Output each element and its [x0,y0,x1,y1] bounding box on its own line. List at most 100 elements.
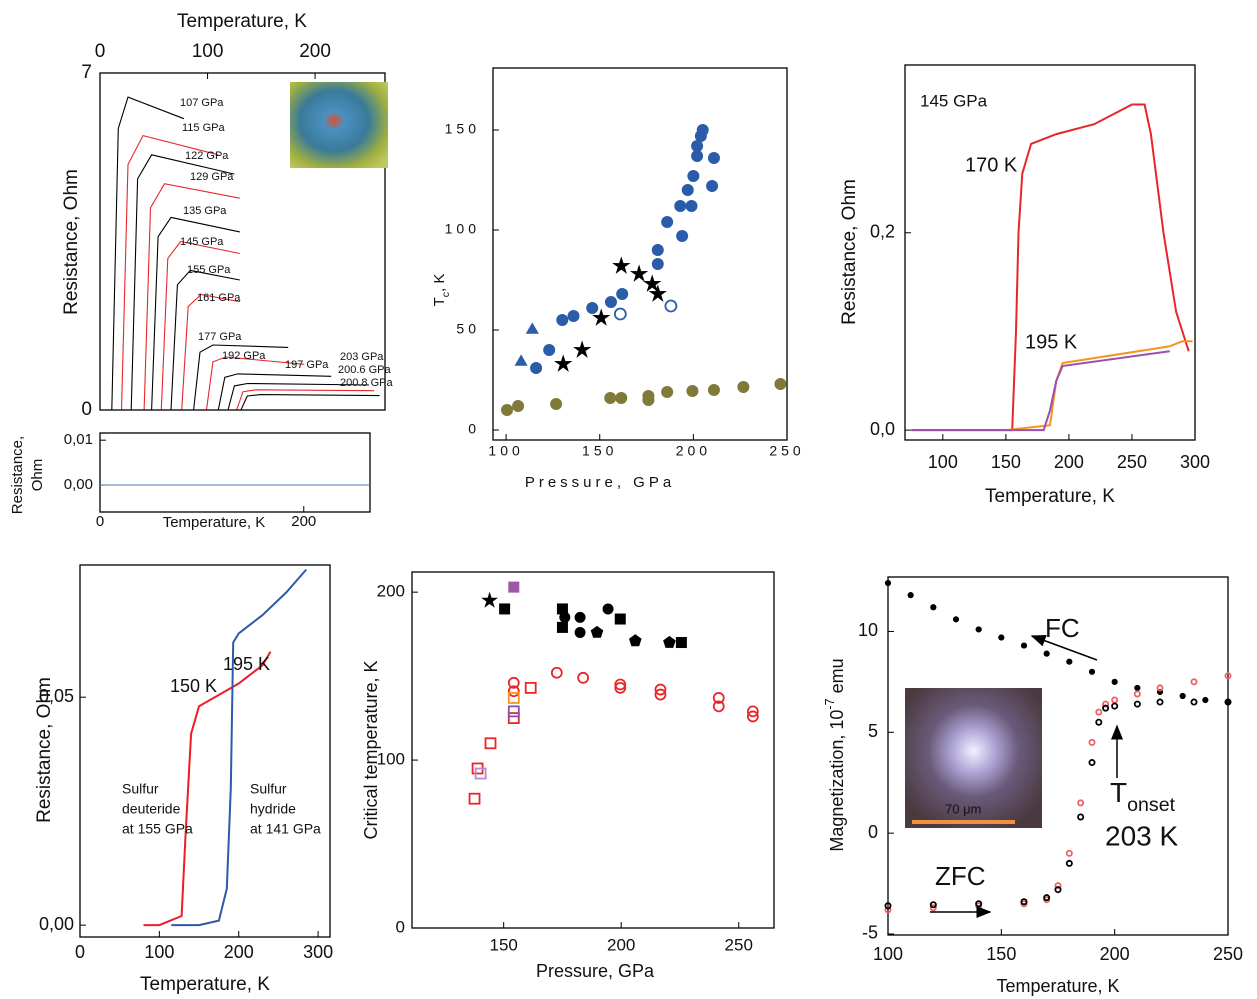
label-part: T [431,297,448,306]
marker [675,637,687,649]
marker [674,200,687,212]
marker [1054,886,1062,894]
marker [1020,898,1028,906]
annotation: hydride [250,801,296,817]
marker [654,683,667,696]
marker [577,671,590,684]
y-tick-label: 0,00 [39,914,74,934]
annotation: 203 K [1105,820,1178,851]
y-axis-label: Ohm [29,459,46,492]
plot-frame [99,72,386,411]
y-tick-label: 100 [445,221,480,237]
marker [1020,642,1028,649]
marker [907,592,914,599]
y-axis-label: Resistance, Ohm [839,179,860,325]
marker [512,400,525,412]
series-label: 122 GPa [185,150,229,162]
marker [681,184,694,196]
x-tick-label: 200 [676,443,711,459]
marker [567,310,580,322]
marker [530,362,543,374]
series-label: 129 GPa [190,171,234,183]
marker [484,737,497,750]
data-line [1005,340,1193,432]
marker [706,180,719,192]
x-tick-label: 200 [224,942,254,962]
x-tick-label: 100 [488,443,523,459]
marker [884,902,892,910]
marker [1134,684,1141,692]
data-line [911,103,1190,432]
marker [556,314,569,326]
marker [586,302,599,314]
marker [1043,650,1050,657]
y-tick-label: 5 [868,721,878,741]
marker [712,692,725,704]
marker [930,604,937,611]
marker [592,308,611,326]
y-tick-label: 150 [445,121,480,137]
annotation: FC [1045,613,1080,643]
series-label: 203 GPa [340,351,384,363]
y-axis-label: Resistance, Ohm [61,169,82,315]
marker [508,581,520,593]
marker [615,392,628,404]
x-tick-label: 150 [991,452,1021,472]
marker [1190,698,1198,706]
marker [507,676,520,689]
marker [975,626,982,633]
marker [550,398,563,410]
marker [1202,696,1209,704]
x-tick-label: 100 [928,452,958,472]
marker [574,626,586,638]
y-tick-label: -5 [862,923,878,943]
series-label: 145 GPa [180,236,224,248]
y-tick-label: 0,2 [870,222,895,242]
marker [468,792,481,805]
marker [629,634,642,647]
marker [746,705,759,718]
marker [687,170,700,182]
marker [651,258,664,270]
marker [1065,859,1073,867]
y-axis-label: Critical temperature, K [361,660,381,839]
label-part: , K [431,274,448,292]
marker [691,140,704,152]
x-axis-label: Temperature, K [996,976,1119,996]
marker [707,384,720,396]
series-label: 195 K [223,654,270,674]
data-line [171,568,307,927]
marker [712,700,725,713]
label-part: onset [1127,794,1175,816]
marker [1095,708,1103,716]
annotation: Sulfur [250,781,287,797]
marker [686,385,699,397]
marker [661,216,674,228]
annotation: ZFC [935,861,986,891]
x-tick-label: 200 [607,935,635,954]
plot-frame [99,432,371,513]
x-tick-label: 250 [725,935,753,954]
marker [507,705,520,718]
annotation: 70 μm [945,801,981,816]
marker [1077,799,1085,807]
marker [676,230,689,242]
x-axis-label: Temperature, K [140,974,270,995]
marker [1102,704,1110,712]
marker [573,340,592,358]
marker [514,354,528,366]
marker [602,603,614,615]
marker [524,681,537,694]
data-line [100,373,332,411]
x-tick-label: 100 [873,944,903,964]
marker [604,392,617,404]
x-tick-label: 100 [192,41,224,62]
y-tick-label: 7 [81,62,92,83]
marker [1077,813,1085,821]
series-label: 155 GPa [187,264,231,276]
series-label: 107 GPa [180,97,224,109]
marker [1095,718,1103,726]
data-line [100,293,240,411]
annotations: Temperature, K Resistance, Ohm 107 GPa 115 … [9,11,1179,996]
marker [574,611,586,623]
